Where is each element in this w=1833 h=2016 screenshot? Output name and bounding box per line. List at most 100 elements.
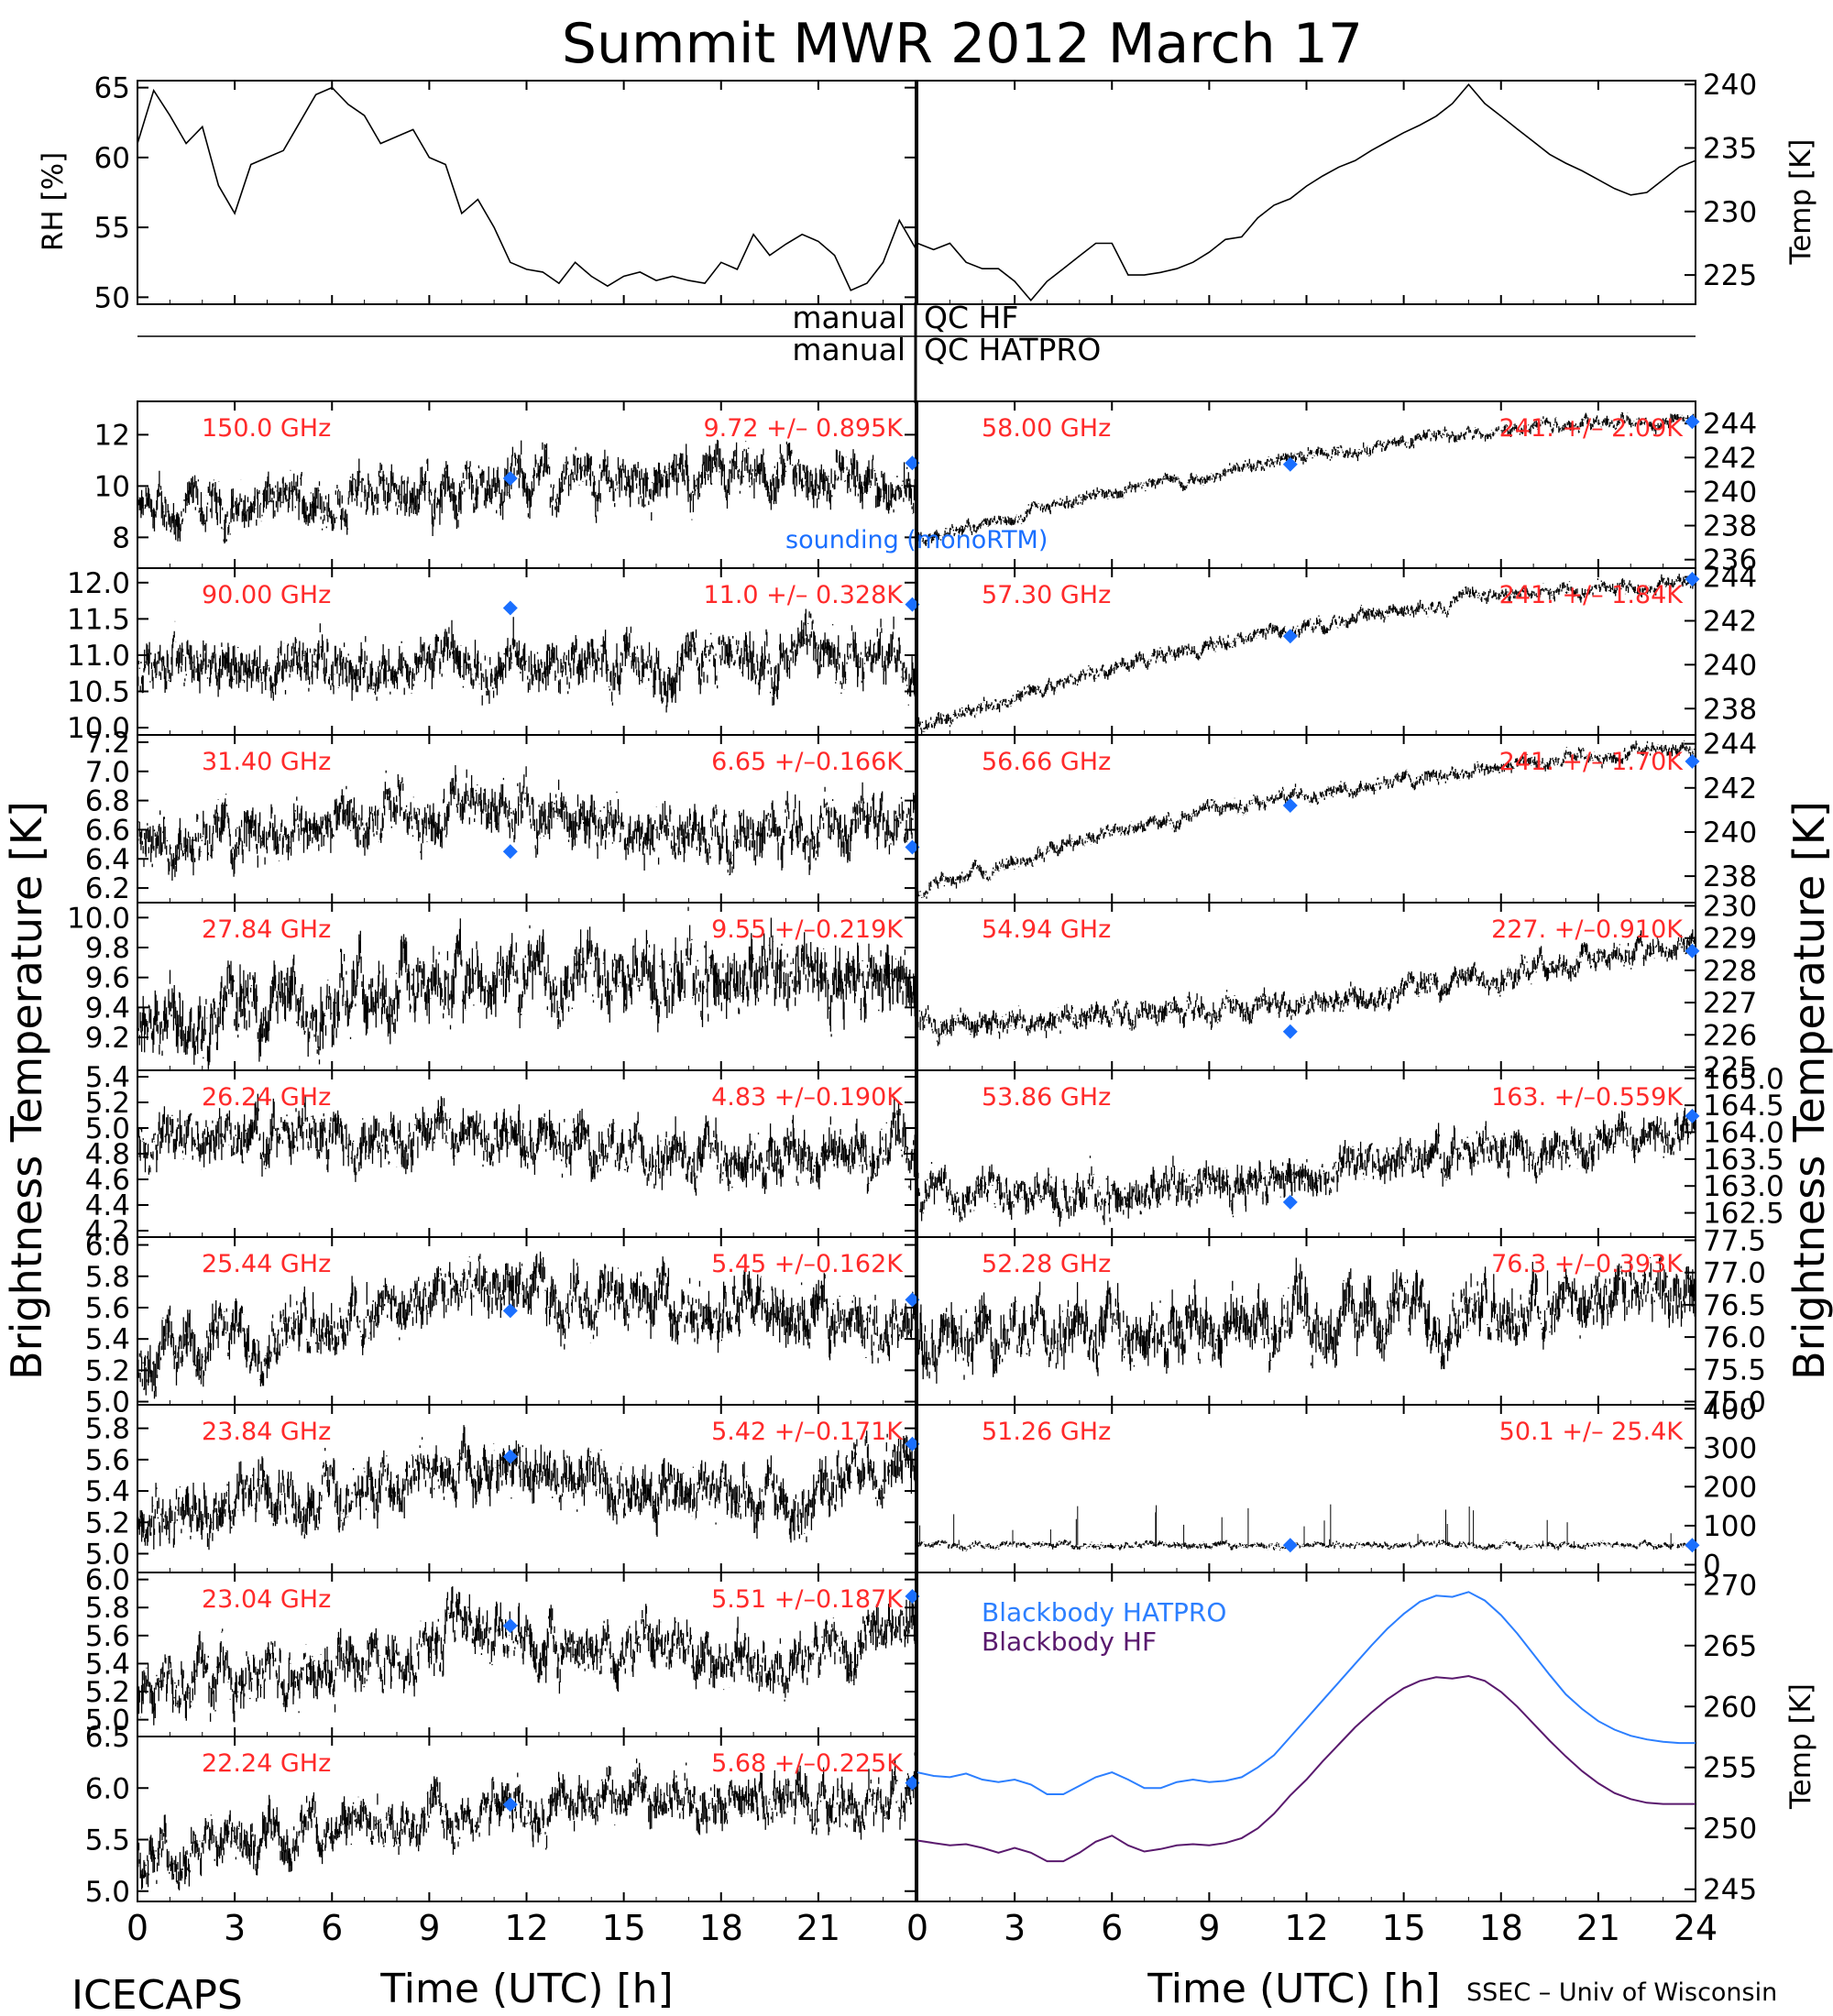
x-tick-label: 12	[504, 1908, 548, 1948]
trace-23.04	[137, 1586, 916, 1726]
trace-path	[137, 765, 916, 881]
trace-150.0	[137, 439, 916, 544]
y-tick-label: 5.6	[85, 1444, 130, 1477]
y-tick-label: 300	[1703, 1432, 1757, 1465]
y-tick-label: 240	[1703, 476, 1757, 509]
y-tick-label: 240	[1703, 649, 1757, 682]
y-tick-label: 200	[1703, 1471, 1757, 1504]
legend-bb-hatpro: Blackbody HATPRO	[982, 1597, 1226, 1627]
channel-label: 23.04 GHz	[202, 1585, 331, 1614]
y-tick-label: 238	[1703, 860, 1757, 893]
y-tick-label: 270	[1703, 1569, 1757, 1602]
legend-bb-hf: Blackbody HF	[982, 1627, 1157, 1657]
y-tick-label: 75.0	[1703, 1386, 1766, 1419]
y-tick-label: 226	[1703, 1019, 1757, 1052]
y-tick-label: 5.2	[85, 1676, 130, 1709]
qc-hatpro-label-right: QC HATPRO	[924, 332, 1101, 367]
qc-strip: manual QC HF manual QC HATPRO	[137, 300, 1696, 403]
y-tick-label: 100	[1703, 1510, 1757, 1543]
channel-stats: 6.65 +/–0.166K	[711, 748, 904, 776]
y-tick-label: 77.0	[1703, 1257, 1766, 1290]
x-tick-label: 15	[601, 1908, 645, 1948]
panel-blackbody: 245 250 255 260 265 270 0 3 6 9 12 15 18 21 24 Temp [K]…	[906, 1569, 1817, 1948]
y-tick-label: 227	[1703, 987, 1757, 1020]
panel-22.24: 5.0 5.5 6.0 6.5 0 3 6 9 12 15 18 21 22.24 GHz 5.68 +/…	[85, 1721, 920, 1948]
figure-title: Summit MWR 2012 March 17	[562, 12, 1363, 76]
sounding-marker	[905, 1292, 920, 1308]
y-tick-label: 163.5	[1703, 1144, 1784, 1177]
channel-stats: 241. +/– 1.70K	[1499, 748, 1685, 776]
y-tick-label: 4.8	[85, 1138, 130, 1171]
trace-path	[137, 1251, 916, 1399]
y-tick-label: 10.0	[67, 902, 130, 935]
x-tick-label: 18	[699, 1908, 743, 1948]
y-tick-label: 55	[94, 212, 130, 245]
y-tick-label: 242	[1703, 605, 1757, 638]
channel-stats: 5.42 +/–0.171K	[711, 1418, 904, 1446]
y-tick-label: 11.0	[67, 640, 130, 673]
trace-path	[137, 1425, 916, 1550]
rh-line	[137, 86, 916, 291]
y-tick-label: 162.5	[1703, 1198, 1784, 1231]
trace-path	[917, 1255, 1696, 1384]
panel-frame	[137, 80, 916, 305]
y-tick-label: 12.0	[67, 567, 130, 600]
sounding-marker	[1685, 1538, 1700, 1553]
y-tick-label: 10	[94, 470, 130, 503]
y-tick-label: 10.5	[67, 676, 130, 709]
y-tick-label: 6.0	[85, 1564, 130, 1597]
channel-label: 52.28 GHz	[982, 1250, 1111, 1278]
y-tick-label: 5.4	[85, 1648, 130, 1681]
channel-label: 23.84 GHz	[202, 1418, 331, 1446]
y-tick-label: 400	[1703, 1393, 1757, 1426]
trace-27.84	[137, 906, 916, 1069]
y-tick-label: 260	[1703, 1691, 1757, 1724]
y-tick-label: 5.4	[85, 1475, 130, 1508]
channel-stats: 11.0 +/– 0.328K	[703, 581, 904, 609]
y-tick-label: 5.2	[85, 1354, 130, 1387]
y-tick-label: 11.5	[67, 603, 130, 636]
sounding-marker	[1282, 798, 1298, 814]
panel-56.66: 238 240 242 244 56.66 GHz 241. +/– 1.70K	[916, 729, 1757, 904]
channel-stats: 9.72 +/– 0.895K	[703, 414, 904, 443]
channel-label: 51.26 GHz	[982, 1418, 1111, 1446]
y-tick-label: 229	[1703, 923, 1757, 956]
sounding-marker	[1685, 414, 1700, 430]
channel-label: 26.24 GHz	[202, 1083, 331, 1112]
sounding-marker	[1685, 943, 1700, 959]
x-tick-label: 21	[796, 1908, 840, 1948]
panel-31.40: 6.26.46.66.87.07.2 31.40 GHz 6.65 +/–0.166…	[85, 727, 920, 905]
y-tick-label: 5.0	[85, 1112, 130, 1145]
y-tick-label: 10.0	[67, 712, 130, 745]
series-line-bb-hf	[916, 1674, 1696, 1863]
y-tick-label: 240	[1703, 816, 1757, 849]
trace-path	[137, 608, 916, 713]
trace-51.26	[917, 1504, 1696, 1551]
y-tick-label: 8	[112, 521, 130, 554]
trace-path	[917, 412, 1696, 546]
sounding-marker	[502, 1449, 518, 1464]
trace-path	[917, 1539, 1696, 1551]
trace-path	[137, 906, 916, 1069]
y-tick-label: 5.8	[85, 1261, 130, 1294]
y-tick-label: 165.0	[1703, 1063, 1784, 1096]
y-tick-label: 9.4	[85, 992, 130, 1024]
y-tick-label: 0	[1703, 1549, 1721, 1582]
y-axis-label: Temp [K]	[1784, 139, 1817, 266]
y-tick-label: 6.4	[85, 843, 130, 876]
y-tick-label: 255	[1703, 1752, 1757, 1785]
channel-label: 22.24 GHz	[202, 1749, 331, 1778]
trace-25.44	[137, 1251, 916, 1399]
sounding-marker	[1282, 1538, 1298, 1553]
channel-stats: 4.83 +/–0.190K	[711, 1083, 904, 1112]
y-tick-label: 163.0	[1703, 1170, 1784, 1203]
y-tick-label: 75.5	[1703, 1353, 1766, 1386]
trace-23.84	[137, 1425, 916, 1550]
y-tick-label: 240	[1703, 69, 1757, 102]
footer-credit: SSEC – Univ of Wisconsin	[1466, 1978, 1777, 2007]
y-tick-label: 230	[1703, 891, 1757, 924]
